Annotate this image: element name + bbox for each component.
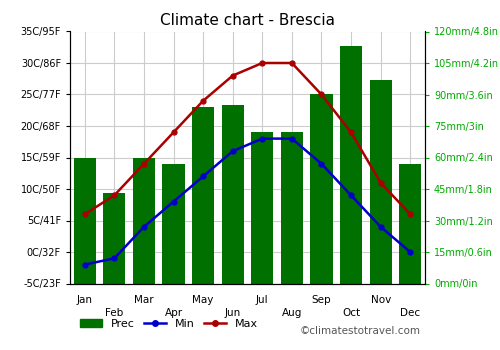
- Bar: [192, 107, 214, 284]
- Text: Dec: Dec: [400, 308, 420, 319]
- Bar: [370, 80, 392, 284]
- Bar: [251, 132, 274, 284]
- Text: May: May: [192, 295, 214, 304]
- Bar: [399, 164, 421, 284]
- Text: Mar: Mar: [134, 295, 154, 304]
- Bar: [310, 94, 332, 284]
- Text: Sep: Sep: [312, 295, 332, 304]
- Text: Nov: Nov: [370, 295, 391, 304]
- Bar: [74, 158, 96, 284]
- Bar: [340, 46, 362, 284]
- Bar: [133, 158, 155, 284]
- Text: Feb: Feb: [105, 308, 124, 319]
- Legend: Prec, Min, Max: Prec, Min, Max: [76, 315, 262, 334]
- Bar: [222, 105, 244, 284]
- Text: Jun: Jun: [224, 308, 241, 319]
- Text: ©climatestotravel.com: ©climatestotravel.com: [300, 326, 421, 336]
- Text: Jul: Jul: [256, 295, 268, 304]
- Text: Jan: Jan: [77, 295, 93, 304]
- Title: Climate chart - Brescia: Climate chart - Brescia: [160, 13, 335, 28]
- Text: Oct: Oct: [342, 308, 360, 319]
- Text: Aug: Aug: [282, 308, 302, 319]
- Text: Apr: Apr: [164, 308, 182, 319]
- Bar: [281, 132, 303, 284]
- Bar: [104, 193, 126, 284]
- Bar: [162, 164, 184, 284]
